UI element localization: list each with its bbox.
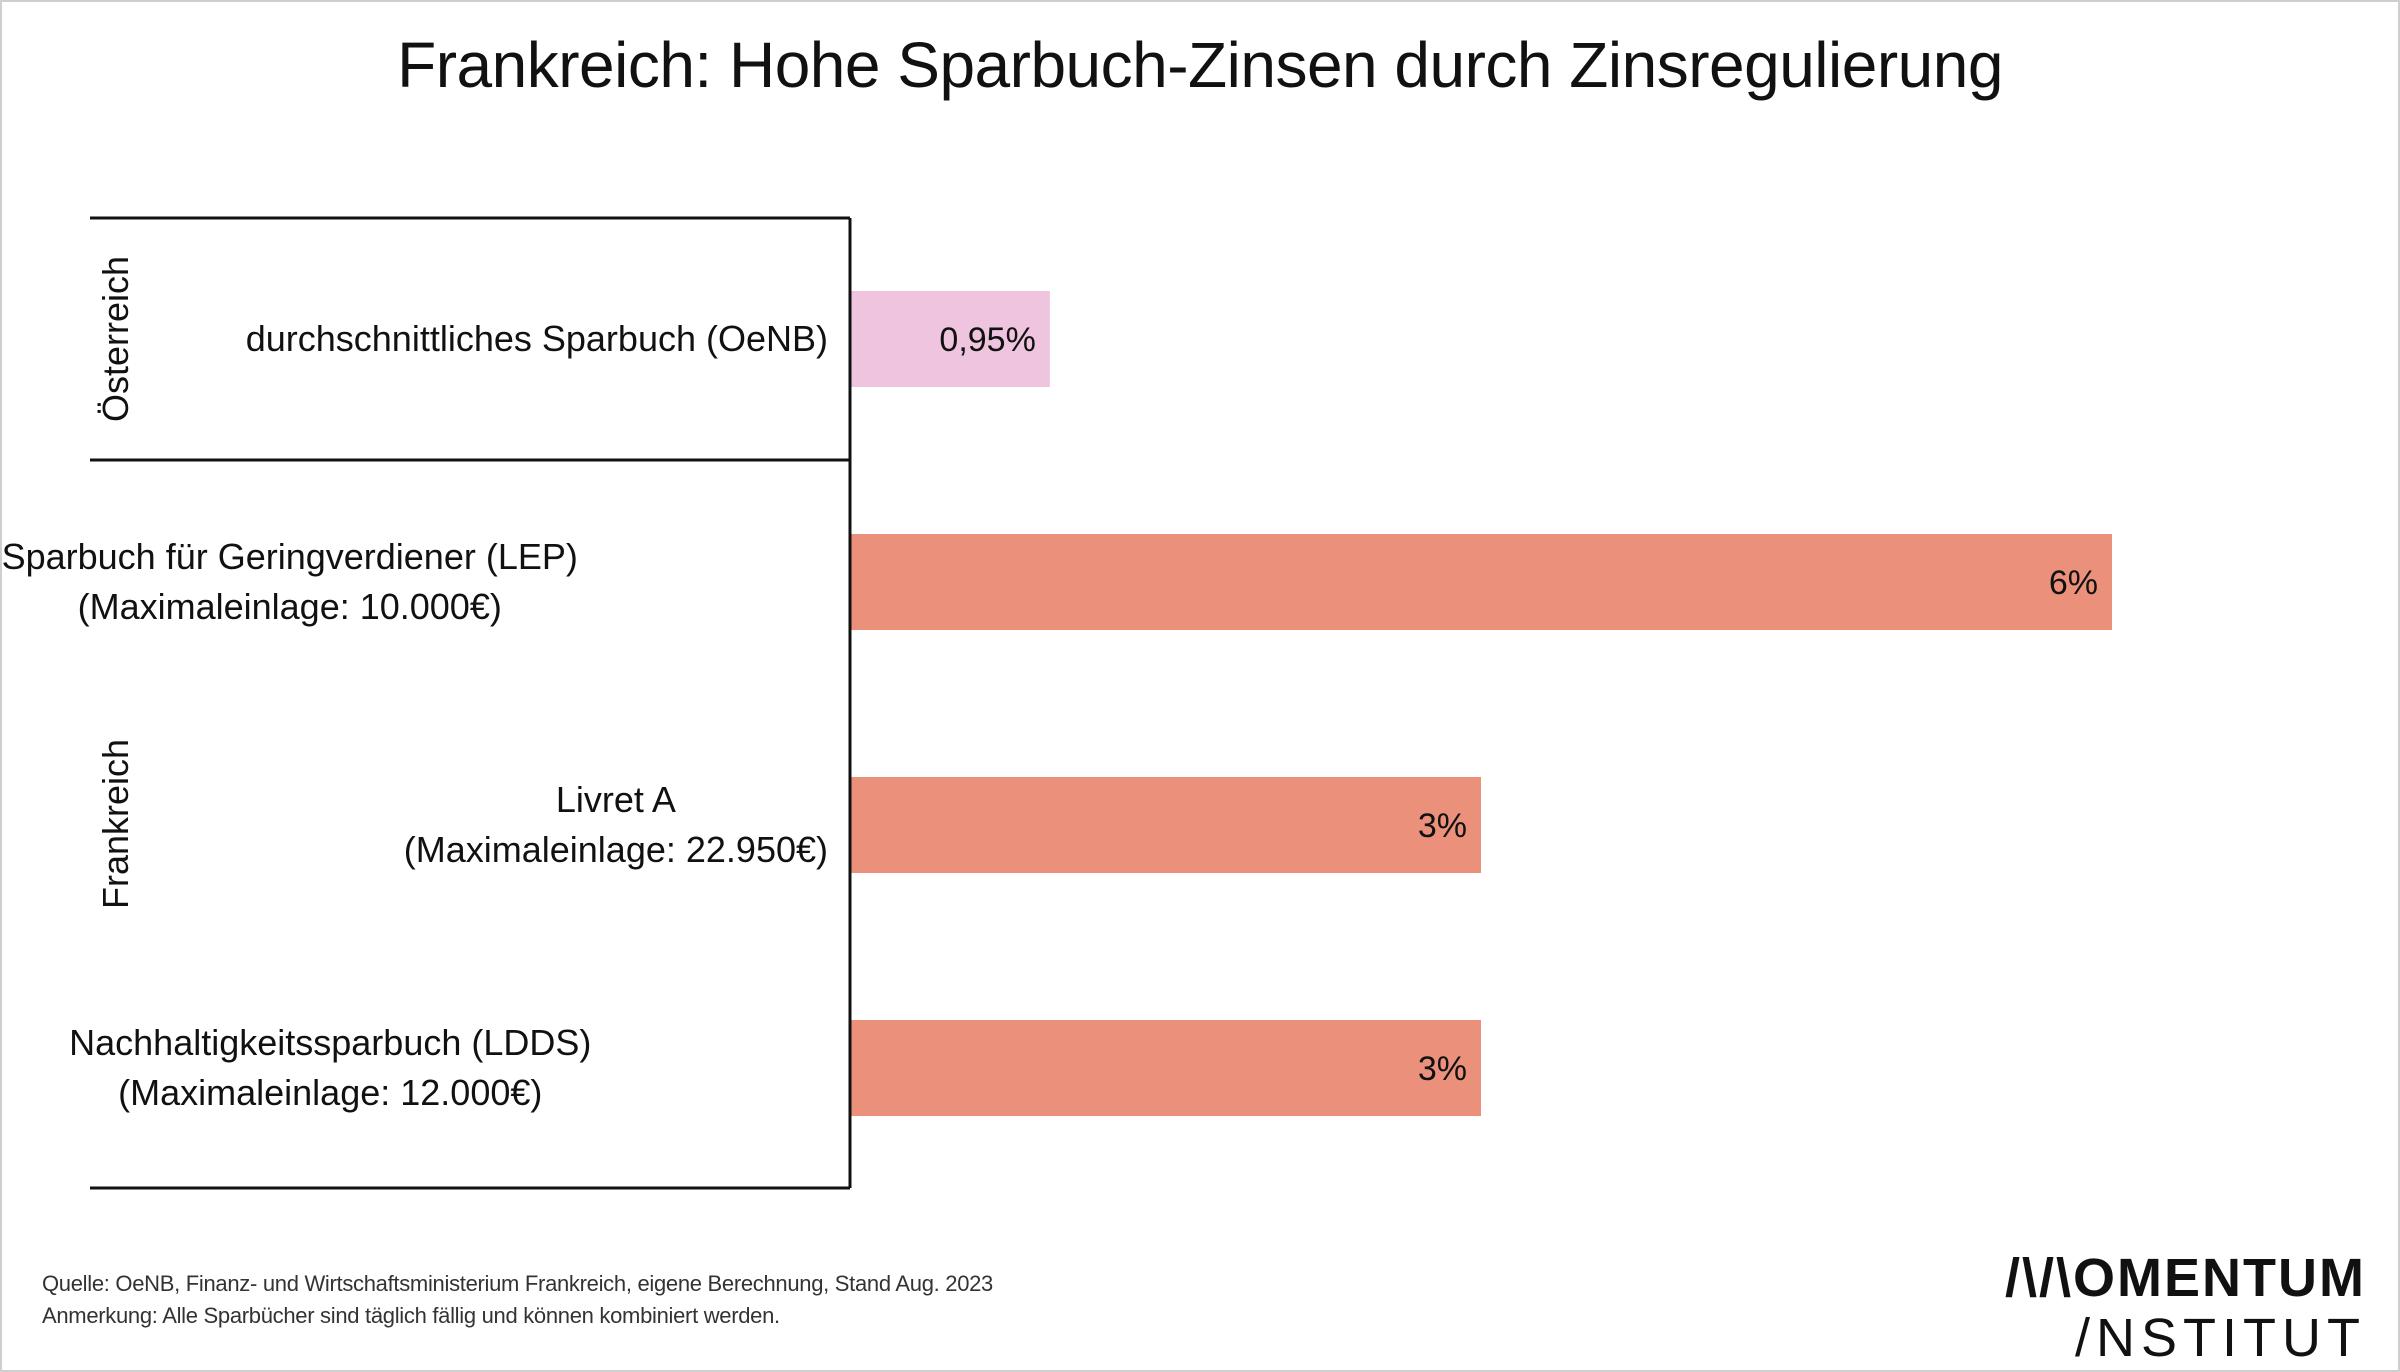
bar-0 (850, 291, 1050, 387)
bar-value-label-0: 0,95% (939, 321, 1035, 359)
category-label-0: durchschnittliches Sparbuch (OeNB) (246, 318, 828, 359)
category-label-2: Livret A (Maximaleinlage: 22.950€) (404, 779, 828, 870)
category-label-3: Nachhaltigkeitssparbuch (LDDS) (Maximalei… (69, 1022, 591, 1113)
category-label-line: Nachhaltigkeitssparbuch (LDDS) (69, 1022, 591, 1063)
category-label-line: (Maximaleinlage: 10.000€) (78, 586, 502, 627)
chart-notes: Quelle: OeNB, Finanz- und Wirtschaftsmin… (42, 1268, 993, 1332)
category-label-1: Sparbuch für Geringverdiener (LEP) (Maxim… (2, 536, 578, 627)
group-label-frankreich: Frankreich (95, 739, 136, 909)
chart-title: Frankreich: Hohe Sparbuch-Zinsen durch Z… (397, 29, 2003, 101)
momentum-logo: /\/\OMENTUM /NSTITUT (1986, 1248, 2366, 1368)
logo-line-1: /\/\OMENTUM (2005, 1248, 2366, 1308)
group-label-sterreich: Österreich (95, 256, 136, 422)
bar-2 (850, 777, 1481, 873)
bar-chart: 0,95% 6% 3% 3% durchschnittliches Sparbuch (… (2, 216, 2112, 1190)
logo-line-2: /NSTITUT (2075, 1308, 2366, 1368)
category-label-line: Sparbuch für Geringverdiener (LEP) (2, 536, 578, 577)
bar-value-label-3: 3% (1418, 1050, 1467, 1088)
bar-value-label-2: 3% (1418, 807, 1467, 845)
source-note: Quelle: OeNB, Finanz- und Wirtschaftsmin… (42, 1271, 993, 1296)
annotation-note: Anmerkung: Alle Sparbücher sind täglich … (42, 1303, 780, 1328)
bar-1 (850, 534, 2112, 630)
category-label-line: (Maximaleinlage: 22.950€) (404, 829, 828, 870)
bar-value-label-1: 6% (2049, 564, 2098, 602)
category-label-line: durchschnittliches Sparbuch (OeNB) (246, 318, 828, 359)
bar-3 (850, 1020, 1481, 1116)
category-label-line: Livret A (556, 779, 676, 820)
category-label-line: (Maximaleinlage: 12.000€) (118, 1072, 542, 1113)
